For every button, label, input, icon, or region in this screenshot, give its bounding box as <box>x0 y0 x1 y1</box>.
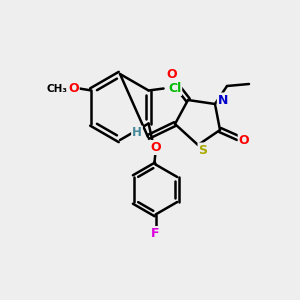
Text: CH₃: CH₃ <box>47 83 68 94</box>
Text: Cl: Cl <box>168 82 181 95</box>
Text: F: F <box>151 227 160 240</box>
Text: O: O <box>167 68 177 80</box>
Text: S: S <box>199 143 208 157</box>
Text: N: N <box>218 94 228 106</box>
Text: H: H <box>132 127 142 140</box>
Text: O: O <box>68 82 79 95</box>
Text: O: O <box>239 134 249 148</box>
Text: O: O <box>150 141 161 154</box>
